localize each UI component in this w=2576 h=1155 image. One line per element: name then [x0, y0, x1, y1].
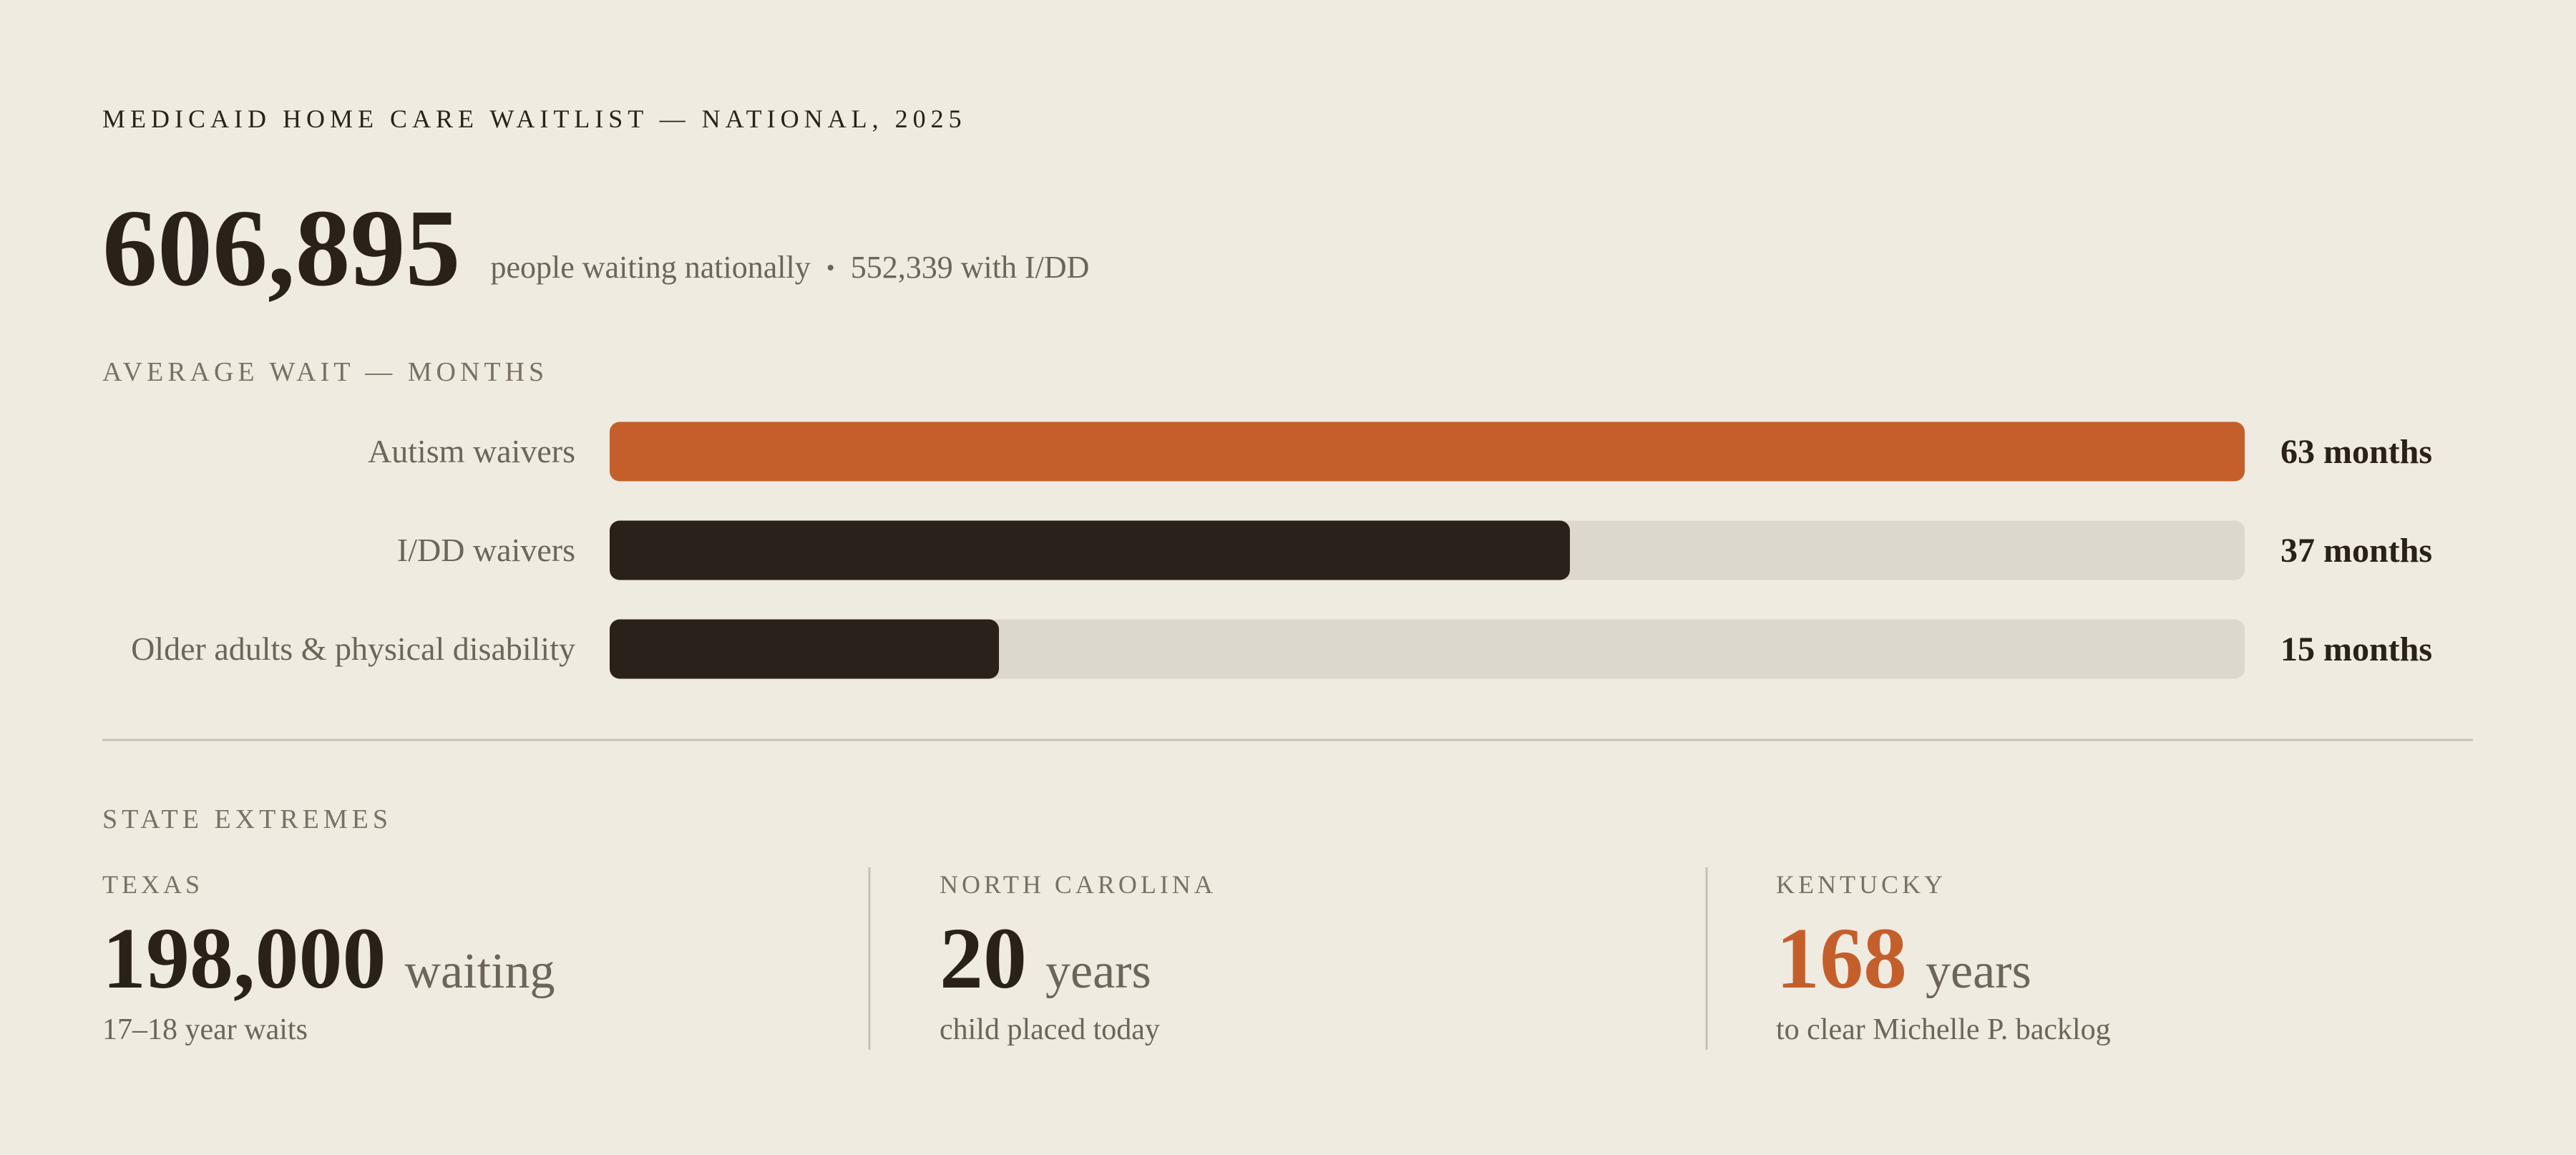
state-stat: 168 years — [1776, 910, 2031, 1007]
state-name: TEXAS — [102, 870, 203, 899]
stat-value: 198,000 — [102, 910, 386, 1007]
page-title: MEDICAID HOME CARE WAITLIST — NATIONAL, … — [102, 104, 967, 133]
state-stat: 20 years — [940, 910, 1151, 1007]
stat-value: 168 — [1776, 910, 1907, 1007]
stat-note: to clear Michelle P. backlog — [1776, 1013, 2111, 1046]
value-label: 15 months — [2280, 630, 2432, 668]
bar-label: Autism waivers — [368, 433, 575, 469]
bar — [610, 520, 1570, 580]
section-title: STATE EXTREMES — [102, 804, 392, 834]
bar — [610, 619, 1000, 679]
state-stat: 198,000 waiting — [102, 910, 555, 1007]
bar-track — [610, 619, 2245, 679]
idd-note: 552,339 with I/DD — [851, 250, 1090, 285]
value-label: 37 months — [2280, 532, 2432, 570]
stat-note: 17–18 year waits — [102, 1013, 308, 1046]
bar-label: I/DD waivers — [397, 532, 575, 568]
chart-title: AVERAGE WAIT — MONTHS — [102, 357, 548, 387]
stat-note: child placed today — [940, 1013, 1160, 1046]
stat-value: 20 — [940, 910, 1027, 1007]
state-name: NORTH CAROLINA — [940, 870, 1216, 899]
total-number: 606,895 — [102, 187, 461, 309]
state-name: KENTUCKY — [1776, 870, 1946, 899]
value-label: 63 months — [2280, 433, 2432, 471]
bar — [610, 421, 2245, 482]
separator-dot — [827, 265, 834, 271]
stat-unit: years — [1045, 944, 1151, 999]
stat-unit: waiting — [405, 944, 555, 999]
total-note: people waiting nationally — [491, 250, 811, 285]
stat-unit: years — [1926, 944, 2031, 999]
bar-label: Older adults & physical disability — [131, 630, 575, 667]
